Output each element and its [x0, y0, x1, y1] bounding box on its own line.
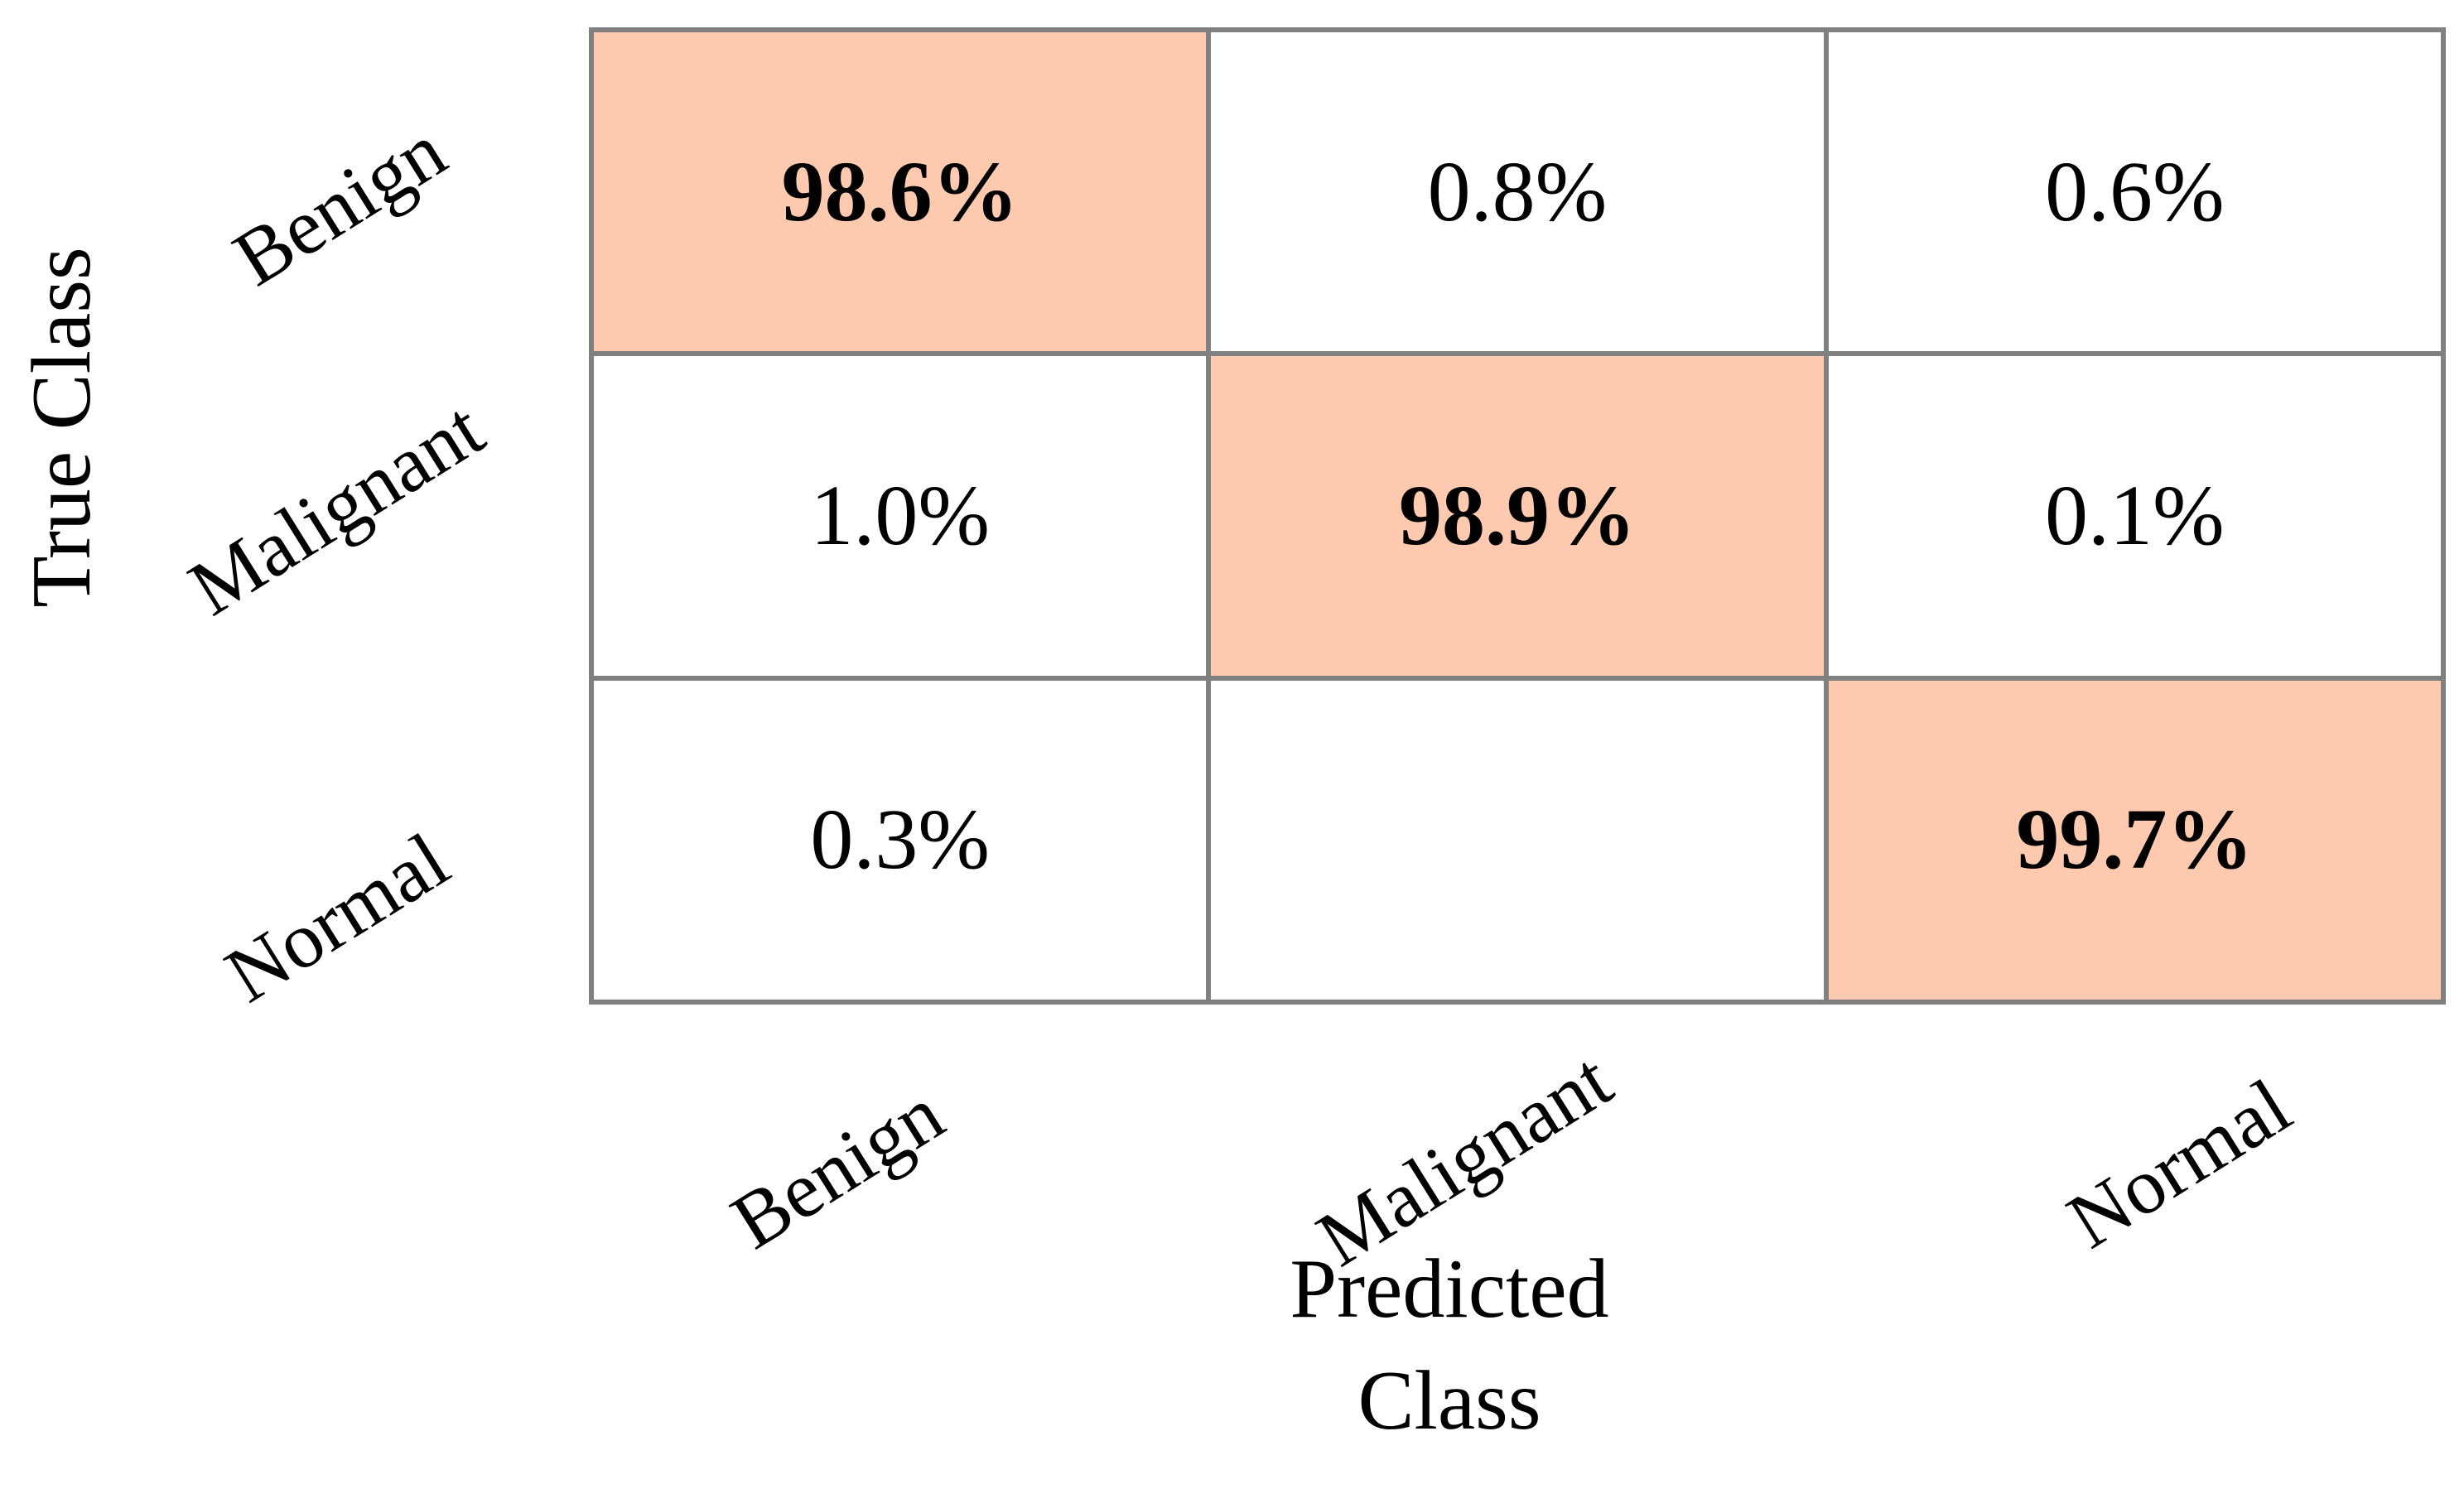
x-axis-title-line1: Predicted [1290, 1242, 1609, 1336]
matrix-cell-normal-benign: 0.3% [594, 680, 1207, 1000]
cell-value: 0.3% [810, 792, 990, 888]
matrix-cell-malignant-normal: 0.1% [1828, 356, 2441, 676]
x-axis-title: Predicted Class [1290, 1234, 1608, 1457]
y-tick-normal: Normal [210, 815, 464, 1019]
cell-value: 99.7% [2016, 792, 2254, 888]
matrix-cell-benign-normal: 0.6% [1828, 32, 2441, 352]
matrix-cell-normal-normal: 99.7% [1828, 680, 2441, 1000]
matrix-cell-benign-benign: 98.6% [594, 32, 1207, 352]
cell-value: 0.6% [2045, 143, 2225, 239]
matrix-cell-normal-malignant [1211, 680, 1824, 1000]
x-axis-title-line2: Class [1357, 1353, 1541, 1448]
matrix-cell-malignant-benign: 1.0% [594, 356, 1207, 676]
matrix-grid: 98.6% 0.8% 0.6% 1.0% 98.9% 0.1% 0.3% 99.… [589, 27, 2446, 1005]
x-tick-benign: Benign [716, 1068, 958, 1266]
y-axis-title: True Class [15, 247, 108, 608]
matrix-cell-malignant-malignant: 98.9% [1211, 356, 1824, 676]
cell-value: 0.8% [1427, 143, 1608, 239]
cell-value: 98.9% [1398, 467, 1636, 563]
cell-value: 98.6% [781, 143, 1019, 239]
y-tick-benign: Benign [218, 105, 460, 303]
cell-value: 1.0% [810, 467, 990, 563]
x-tick-normal: Normal [2052, 1061, 2306, 1265]
y-tick-malignant: Malignant [174, 383, 499, 633]
matrix-cell-benign-malignant: 0.8% [1211, 32, 1824, 352]
cell-value: 0.1% [2045, 467, 2225, 563]
